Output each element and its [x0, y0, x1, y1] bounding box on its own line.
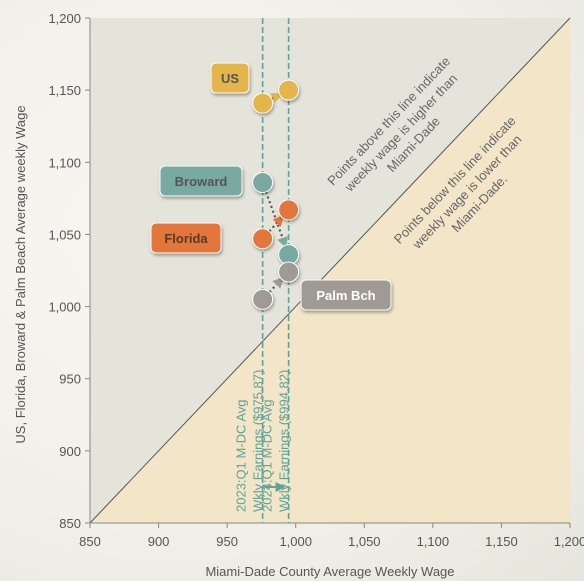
y-tick-label: 1,150 — [48, 83, 81, 98]
series-label-broward: Broward — [159, 165, 243, 197]
reference-label-line1: 2023:Q1 M-DC Avg — [234, 400, 249, 512]
series-label-text: US — [221, 71, 239, 86]
series-label-palm-bch: Palm Bch — [300, 279, 392, 311]
y-axis-title: US, Florida, Broward & Palm Beach Averag… — [13, 105, 28, 443]
y-tick-label: 1,100 — [48, 155, 81, 170]
reference-label-line2: Wkly Earnings ($975.87) — [251, 370, 266, 512]
series-label-florida: Florida — [150, 222, 222, 254]
y-tick-label: 950 — [59, 372, 81, 387]
x-tick-label: 1,100 — [417, 534, 450, 549]
y-tick-label: 1,000 — [48, 300, 81, 315]
x-tick-label: 950 — [216, 534, 238, 549]
data-point-florida-2024 — [278, 199, 300, 221]
data-point-florida-2023 — [252, 228, 274, 250]
data-point-broward-2023 — [252, 171, 274, 193]
x-tick-label: 1,050 — [348, 534, 381, 549]
data-point-palm-bch-2023 — [252, 288, 274, 310]
series-label-text: Palm Bch — [316, 288, 375, 303]
x-tick-label: 1,150 — [485, 534, 518, 549]
y-tick-label: 1,200 — [48, 11, 81, 26]
y-tick-label: 900 — [59, 444, 81, 459]
y-tick-label: 1,050 — [48, 227, 81, 242]
series-connector-palm-bch — [268, 276, 284, 293]
data-point-us-2024 — [278, 79, 300, 101]
reference-label-line2: Wkly Earnings ($994.82) — [277, 370, 292, 512]
x-tick-label: 1,200 — [554, 534, 584, 549]
series-label-box — [159, 165, 243, 197]
series-label-box — [210, 62, 250, 94]
x-tick-label: 900 — [148, 534, 170, 549]
series-label-box — [150, 222, 222, 254]
reference-label: 2023:Q1 M-DC Avg Wkly Earnings ($975.87) — [234, 370, 266, 512]
reference-label-line1: 2024:Q1 M-DC Avg — [260, 400, 275, 512]
x-axis-title: Miami-Dade County Average Weekly Wage — [205, 564, 454, 579]
data-point-us-2023 — [252, 92, 274, 114]
series-label-text: Broward — [175, 174, 228, 189]
y-tick-label: 850 — [59, 516, 81, 531]
series-connector-us — [270, 93, 283, 104]
series-label-us: US — [210, 62, 250, 94]
x-tick-label: 850 — [79, 534, 101, 549]
reference-label: 2024:Q1 M-DC Avg Wkly Earnings ($994.82) — [260, 370, 292, 512]
series-connector-florida — [268, 214, 285, 233]
series-label-box — [300, 279, 392, 311]
series-label-text: Florida — [164, 231, 208, 246]
x-tick-label: 1,000 — [279, 534, 312, 549]
diagonal-line — [89, 17, 571, 524]
data-point-palm-bch-2024 — [278, 261, 300, 283]
